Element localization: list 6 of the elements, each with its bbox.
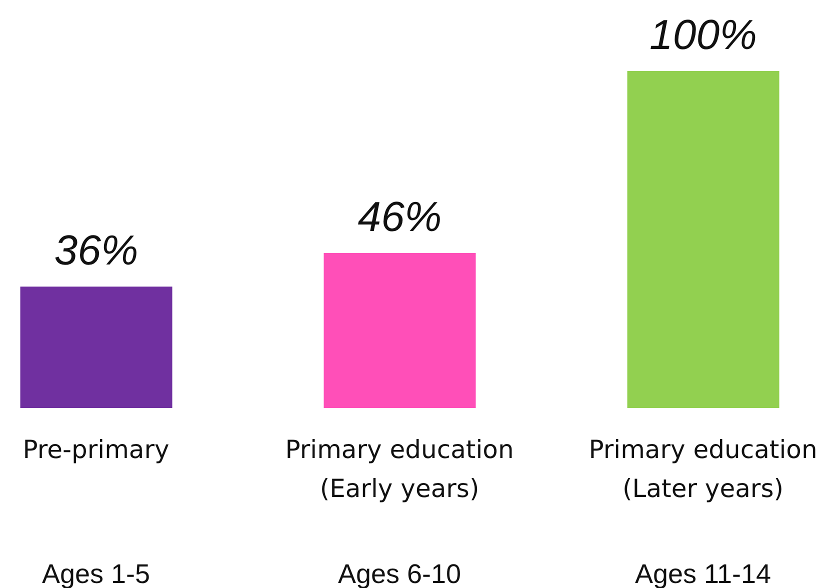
data-label: 46% xyxy=(358,192,442,240)
data-label: 36% xyxy=(54,226,138,274)
x-tick-label: Primary education (Later years) xyxy=(588,435,818,503)
x-tick-label: Pre-primary xyxy=(22,435,170,464)
data-label: 100% xyxy=(650,11,757,58)
x-tick-label: Primary education (Early years) xyxy=(285,435,514,503)
